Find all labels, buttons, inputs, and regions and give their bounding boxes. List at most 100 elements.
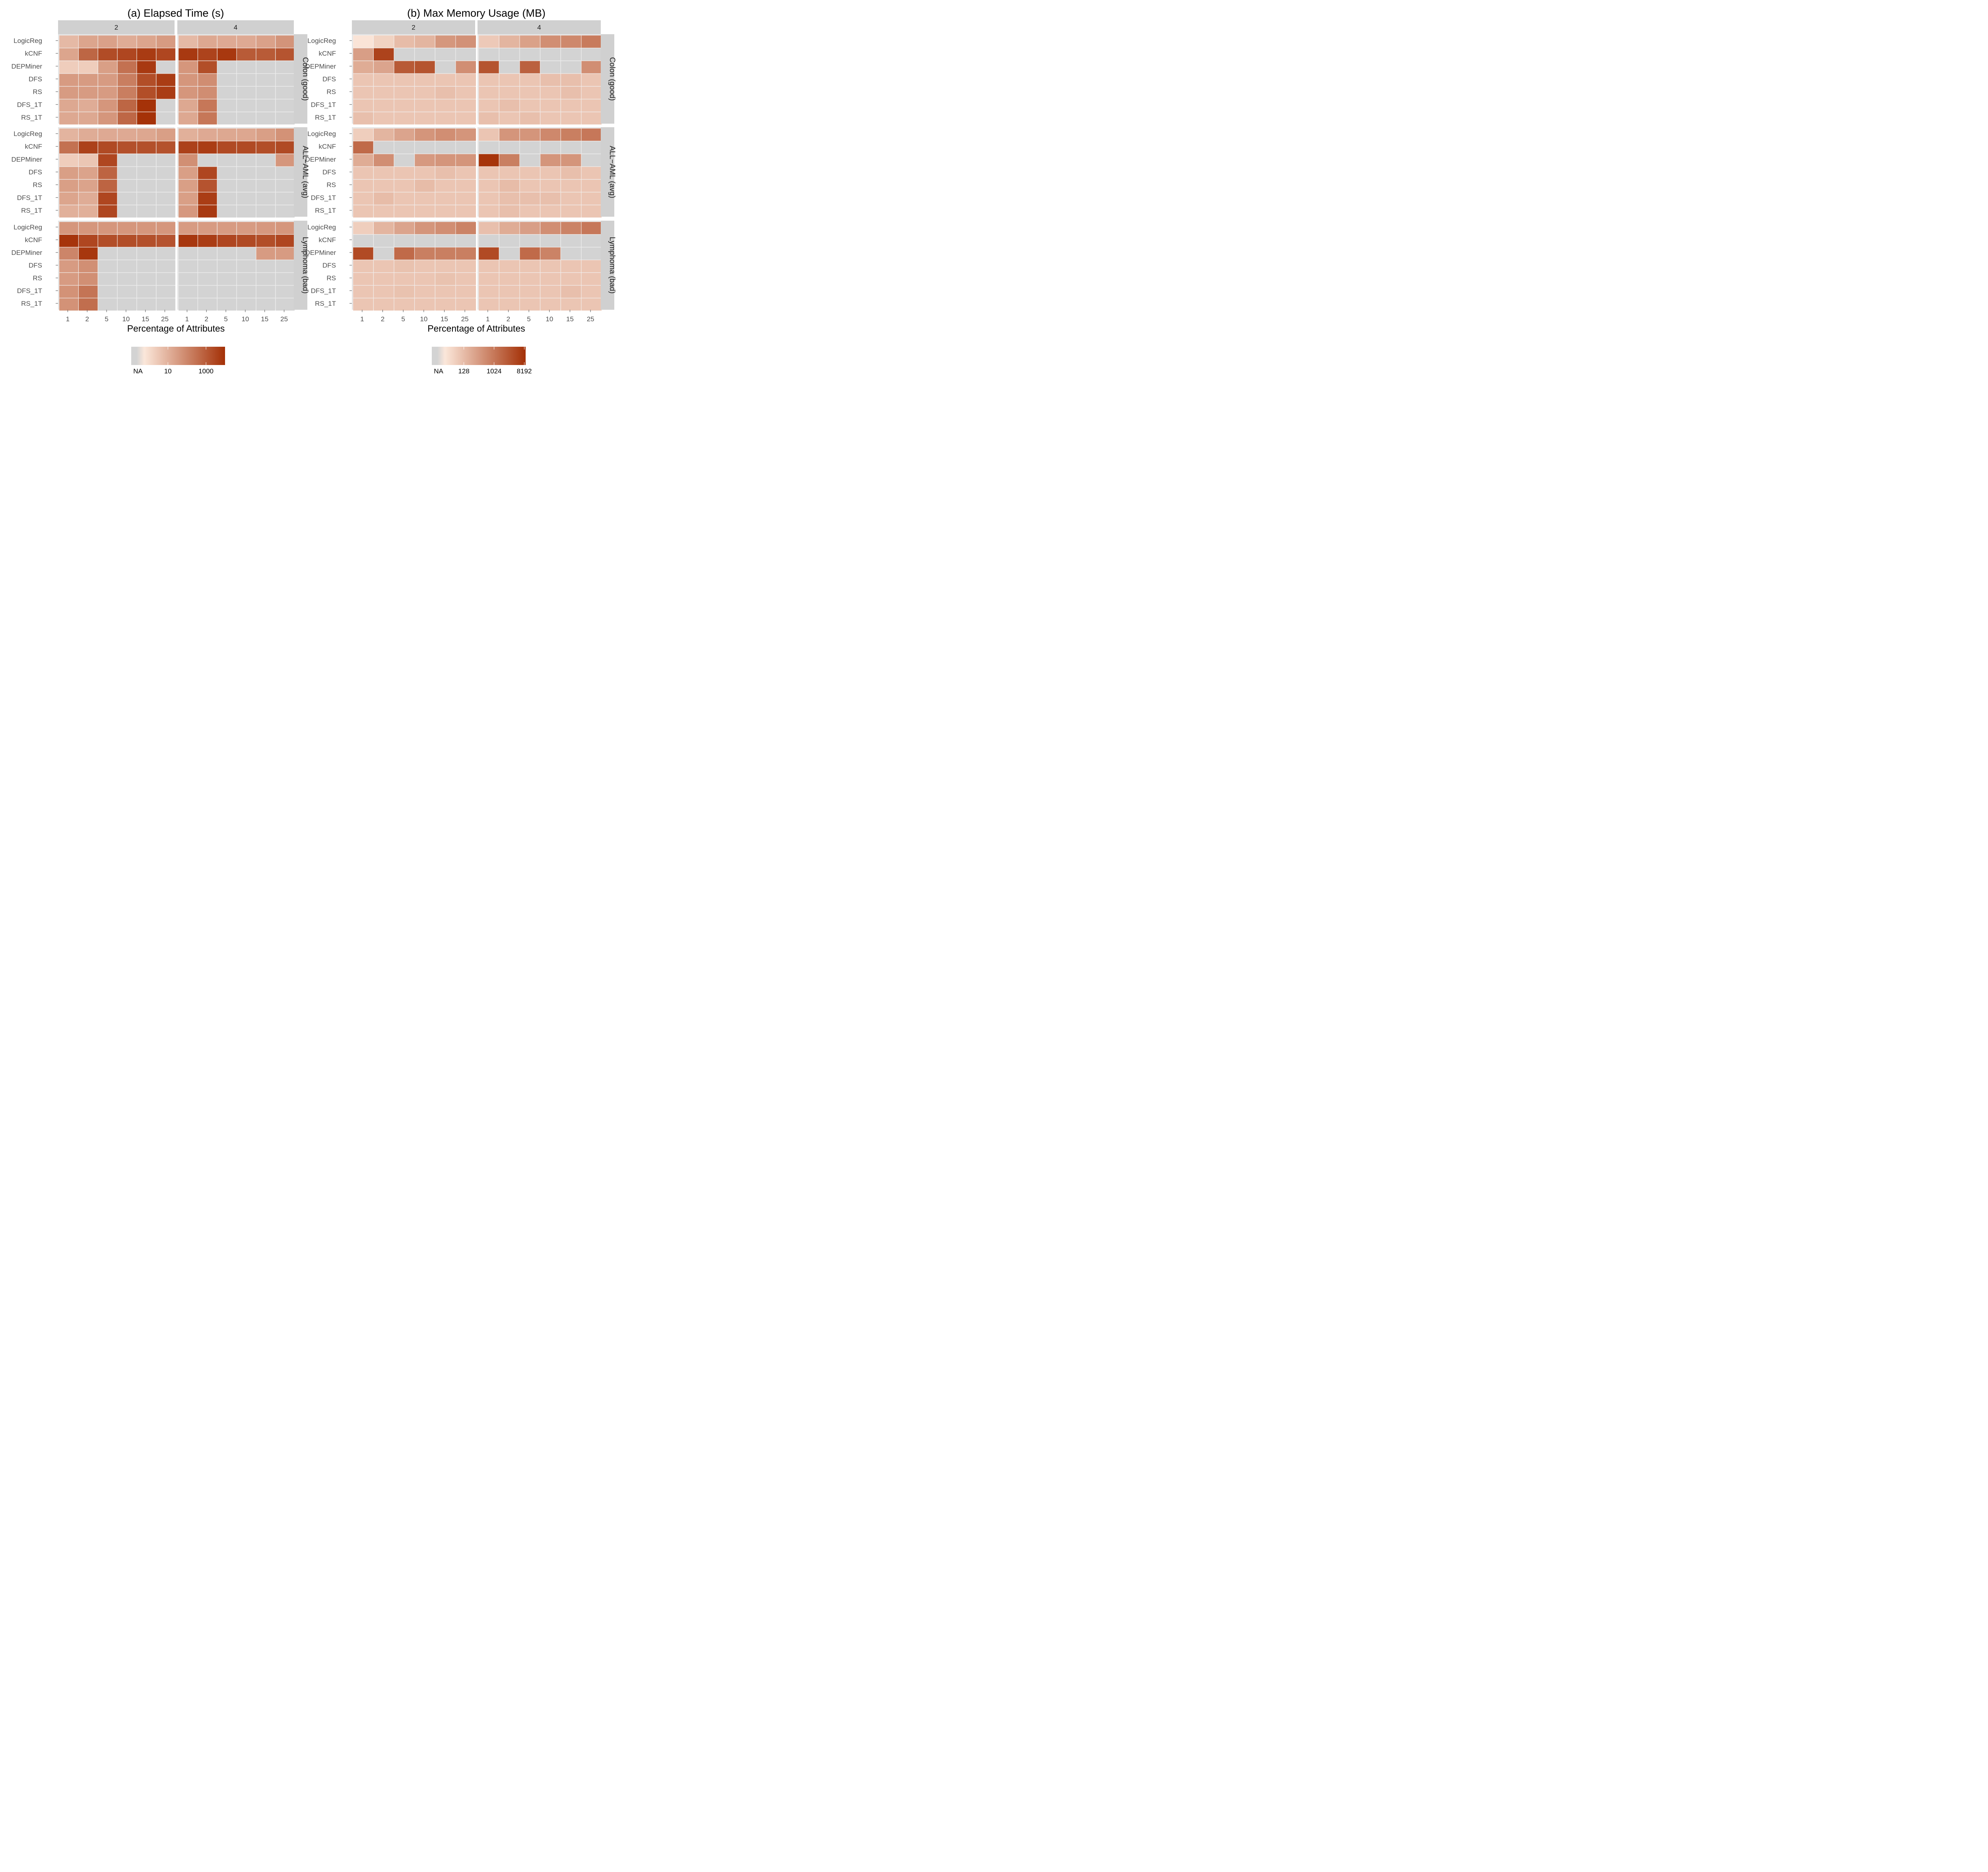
heatmap-cell xyxy=(499,234,520,247)
heatmap-cell xyxy=(499,167,520,179)
heatmap-cell xyxy=(178,205,198,218)
heatmap-cell xyxy=(520,272,540,285)
y-tick-label: RS xyxy=(33,181,42,189)
y-tick-label: DFS_1T xyxy=(311,101,336,109)
heatmap-cell xyxy=(394,61,415,74)
x-tick-label: 5 xyxy=(401,315,405,323)
heatmap-cell xyxy=(478,234,499,247)
heatmap-cell xyxy=(456,141,476,154)
heatmap-cell xyxy=(561,128,581,141)
heatmap-cell xyxy=(156,99,176,112)
heatmap-cell xyxy=(540,128,561,141)
heatmap-cell xyxy=(353,179,374,192)
heatmap-cell xyxy=(581,205,602,218)
y-tick-label: RS xyxy=(33,274,42,282)
heatmap-cell xyxy=(59,192,79,205)
heatmap-cell xyxy=(414,74,435,86)
heatmap-cell xyxy=(78,99,98,112)
heatmap-cell xyxy=(353,86,374,99)
x-tick-label: 25 xyxy=(587,315,594,323)
heatmap-cell xyxy=(581,260,602,273)
heatmap-cell xyxy=(117,205,137,218)
row-facet-strip xyxy=(601,34,614,124)
heatmap-cell xyxy=(561,298,581,311)
x-tick-label: 10 xyxy=(546,315,553,323)
heatmap-cell xyxy=(520,247,540,260)
heatmap-cell xyxy=(275,247,295,260)
heatmap-cell xyxy=(59,205,79,218)
heatmap-cell xyxy=(353,192,374,205)
heatmap-cell xyxy=(581,272,602,285)
heatmap-cell xyxy=(540,221,561,235)
heatmap-cell xyxy=(59,86,79,99)
heatmap-cell xyxy=(520,179,540,192)
heatmap-cell xyxy=(78,112,98,125)
figure: (a) Elapsed Time (s) 2 4 Colon (good) ALL−AM… xyxy=(12,7,616,375)
heatmap-cell xyxy=(256,285,276,298)
heatmap-cell xyxy=(178,153,198,167)
heatmap-cell xyxy=(136,167,156,179)
heatmap-cell xyxy=(478,285,499,298)
row-facet-label: Colon (good) xyxy=(608,57,616,101)
heatmap-cell xyxy=(353,205,374,218)
heatmap-cell xyxy=(217,35,237,48)
heatmap-cell xyxy=(237,221,256,235)
heatmap-cell xyxy=(373,99,394,112)
heatmap-cell xyxy=(373,61,394,74)
heatmap-cell xyxy=(178,247,198,260)
y-tick-label: RS xyxy=(326,88,336,96)
heatmap-cell xyxy=(198,86,217,99)
heatmap-cell xyxy=(394,221,415,235)
heatmap-cell xyxy=(540,192,561,205)
heatmap-cell xyxy=(394,48,415,61)
heatmap-cell xyxy=(156,74,176,86)
heatmap-cell xyxy=(456,298,476,311)
heatmap-cell xyxy=(499,298,520,311)
heatmap-cell xyxy=(217,61,237,74)
heatmap-cell xyxy=(478,298,499,311)
heatmap-cell xyxy=(499,48,520,61)
heatmap-cell xyxy=(373,260,394,273)
y-tick-label: DFS xyxy=(29,76,42,83)
heatmap-cell xyxy=(59,247,79,260)
heatmap-cell xyxy=(499,192,520,205)
heatmap-cell xyxy=(136,48,156,61)
y-tick-label: LogicReg xyxy=(307,130,336,138)
heatmap-cell xyxy=(136,260,156,273)
heatmap-cell xyxy=(136,192,156,205)
heatmap-cell xyxy=(198,128,217,141)
heatmap-cell xyxy=(98,285,117,298)
heatmap-cell xyxy=(435,112,456,125)
heatmap-cell xyxy=(353,35,374,48)
heatmap-cell xyxy=(256,221,276,235)
heatmap-cell xyxy=(256,153,276,167)
y-tick-label: RS xyxy=(326,181,336,189)
x-tick-label: 1 xyxy=(185,315,189,323)
heatmap-cell xyxy=(178,260,198,273)
heatmap-cell xyxy=(59,128,79,141)
heatmap-cell xyxy=(156,192,176,205)
heatmap-panel xyxy=(478,34,602,125)
heatmap-cell xyxy=(520,35,540,48)
heatmap-cell xyxy=(78,128,98,141)
heatmap-cell xyxy=(561,179,581,192)
heatmap-cell xyxy=(499,112,520,125)
heatmap-cell xyxy=(478,260,499,273)
heatmap-cell xyxy=(98,205,117,218)
column-facet-label: 4 xyxy=(537,24,541,31)
heatmap-cell xyxy=(581,48,602,61)
heatmap-cell xyxy=(456,167,476,179)
heatmap-cell xyxy=(394,167,415,179)
heatmap-cell xyxy=(237,74,256,86)
heatmap-cell xyxy=(156,205,176,218)
y-tick-label: LogicReg xyxy=(14,130,42,138)
heatmap-cell xyxy=(373,86,394,99)
legend-label: 8192 xyxy=(517,367,532,375)
heatmap-cell xyxy=(561,285,581,298)
heatmap-cell xyxy=(98,99,117,112)
heatmap-cell xyxy=(394,35,415,48)
heatmap-cell xyxy=(217,128,237,141)
heatmap-cell xyxy=(156,298,176,311)
y-tick-label: DFS_1T xyxy=(17,287,42,295)
heatmap-cell xyxy=(478,128,499,141)
